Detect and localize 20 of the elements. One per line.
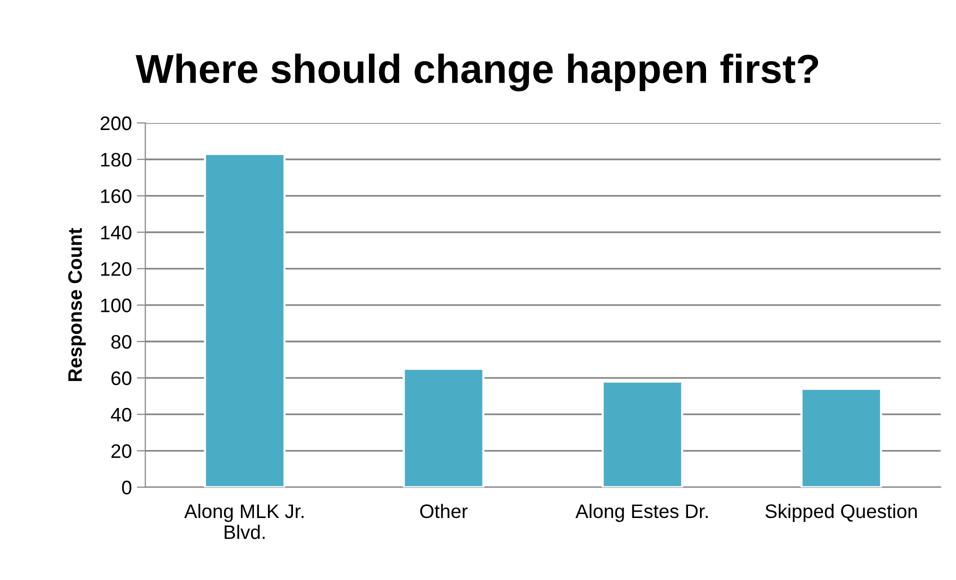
x-tick-label: Along Estes Dr. bbox=[575, 504, 708, 522]
bar bbox=[602, 380, 684, 488]
y-tick-label: 40 bbox=[110, 408, 132, 422]
y-tick-label: 200 bbox=[100, 116, 132, 130]
y-tick-label: 80 bbox=[111, 334, 132, 349]
x-tick-label: Along MLK Jr. Blvd. bbox=[184, 504, 304, 540]
y-axis-title: Response Count bbox=[68, 228, 86, 382]
y-tick-label: 20 bbox=[111, 444, 132, 458]
y-tick-label: 120 bbox=[101, 262, 132, 276]
bar bbox=[800, 388, 882, 488]
bar bbox=[402, 368, 484, 488]
x-tick-label: Other bbox=[420, 504, 468, 518]
y-tick-label: 160 bbox=[101, 189, 132, 204]
y-tick-label: 180 bbox=[101, 152, 132, 167]
y-tick-label: 60 bbox=[111, 371, 132, 386]
x-tick-label: Skipped Question bbox=[765, 504, 917, 522]
chart-title: Where should change happen first? bbox=[136, 54, 818, 92]
y-tick-label: 0 bbox=[122, 480, 132, 494]
y-tick-label: 140 bbox=[101, 226, 132, 240]
y-tick-label: 100 bbox=[101, 298, 132, 312]
